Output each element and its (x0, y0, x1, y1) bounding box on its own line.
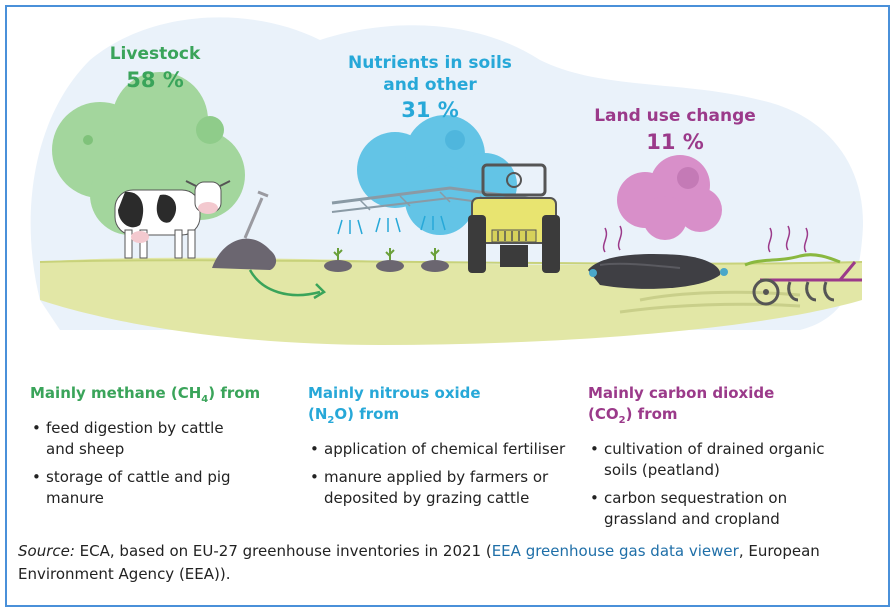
carbon-list: cultivation of drained organic soils (pe… (588, 439, 858, 530)
methane-column: Mainly methane (CH4) from feed digestion… (30, 383, 290, 516)
illustration (30, 17, 864, 345)
carbon-heading: Mainly carbon dioxide (CO2) from (588, 384, 775, 426)
list-item: application of chemical fertiliser (308, 439, 578, 460)
carbon-column: Mainly carbon dioxide(CO2) from cultivat… (588, 383, 858, 537)
cow-icon (114, 180, 231, 259)
arrow-icon (248, 269, 327, 300)
nutrients-share: 31 % (401, 98, 459, 122)
nutrients-label-line2: and other (383, 75, 477, 95)
nitrous-heading: Mainly nitrous oxide (N2O) from (308, 384, 481, 426)
nitrous-list: application of chemical fertiliser manur… (308, 439, 578, 509)
source-text: ECA, based on EU-27 greenhouse inventori… (74, 542, 492, 560)
purple-cloud-icon (617, 155, 722, 240)
livestock-share: 58 % (126, 68, 184, 92)
list-item: feed digestion by cattle and sheep (30, 418, 236, 460)
tractor-icon (468, 163, 560, 273)
list-item: cultivation of drained organic soils (pe… (588, 439, 839, 481)
methane-list: feed digestion by cattle and sheep stora… (30, 418, 290, 509)
methane-heading: Mainly methane (CH4) from (30, 384, 261, 405)
nutrients-label-line1: Nutrients in soils (348, 53, 512, 73)
source-label: Source: (18, 542, 75, 560)
shovel-icon (243, 190, 269, 239)
plow-icon (744, 253, 862, 306)
sprout-piles-icon (324, 248, 449, 272)
source-link[interactable]: EEA greenhouse gas data viewer (491, 542, 739, 560)
emission-arrows-icon (602, 225, 809, 253)
list-item: carbon sequestration on grassland and cr… (588, 488, 814, 530)
land-use-label: Land use change (594, 106, 756, 126)
list-item: storage of cattle and pig manure (30, 467, 246, 509)
livestock-label: Livestock (109, 44, 201, 64)
land-use-share: 11 % (646, 130, 704, 154)
list-item: manure applied by farmers or deposited b… (308, 467, 554, 509)
manure-pile-icon (212, 238, 277, 270)
ground (40, 257, 862, 345)
peat-soil-icon (588, 253, 728, 289)
source-note: Source: ECA, based on EU-27 greenhouse i… (18, 540, 868, 586)
source-tail: , European Environment Agency (EEA)). (18, 542, 820, 583)
nitrous-column: Mainly nitrous oxide(N2O) from applicati… (308, 383, 578, 516)
